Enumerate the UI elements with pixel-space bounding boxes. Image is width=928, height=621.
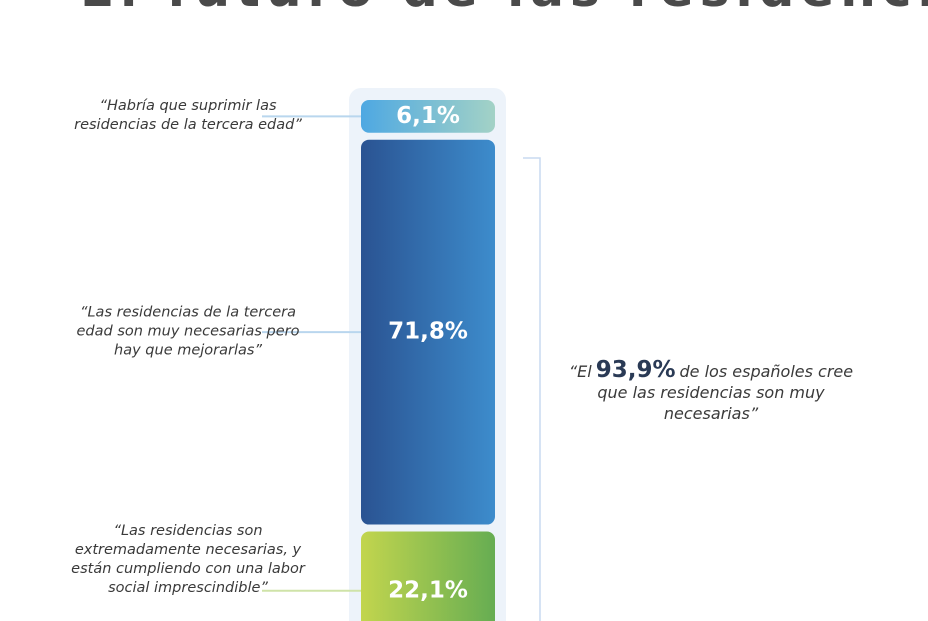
- value-label: 71,8%: [388, 319, 468, 345]
- category-quote: “Habría que suprimir las residencias de …: [74, 98, 302, 134]
- value-label: 6,1%: [396, 103, 460, 129]
- annotation: “El 93,9% de los españoles cree que las re…: [566, 357, 856, 424]
- bar-segment: [361, 531, 495, 621]
- bracket: [523, 157, 541, 621]
- category-quote: “Las residencias de la tercera edad son …: [76, 304, 300, 359]
- annotation-highlight: 93,9%: [595, 357, 676, 383]
- chart-title: El futuro de las residencias: [80, 0, 928, 18]
- annotation-prefix: “El: [568, 362, 592, 381]
- value-label: 22,1%: [388, 577, 468, 603]
- bar-segment: [361, 100, 495, 133]
- annotation-suffix: de los españoles cree que las residencia…: [597, 362, 854, 423]
- category-quote: “Las residencias son extremadamente nece…: [71, 523, 305, 596]
- bar-segment: [361, 139, 495, 525]
